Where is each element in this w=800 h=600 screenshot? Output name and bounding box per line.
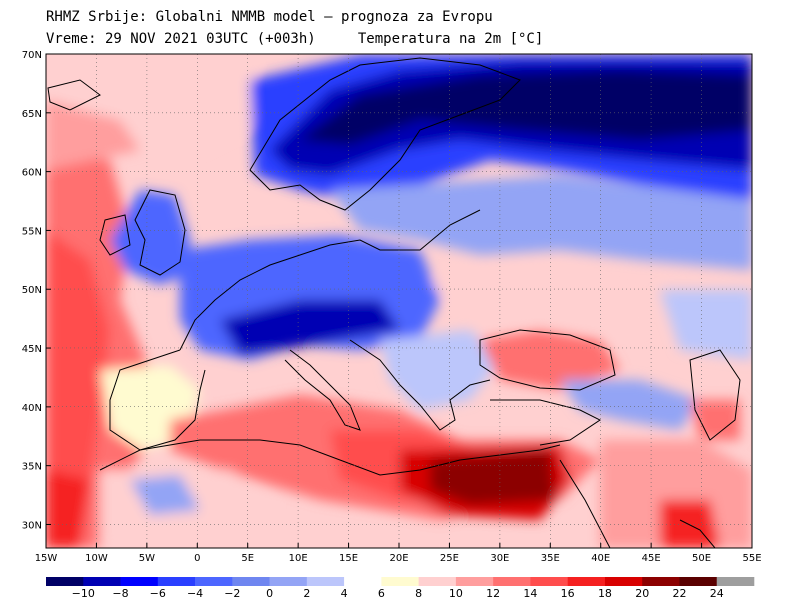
colorbar xyxy=(46,577,755,586)
lon-tick-label: 10W xyxy=(85,553,108,564)
lat-tick-label: 60N xyxy=(22,168,42,179)
lon-tick-label: 50E xyxy=(692,553,711,564)
graticule xyxy=(46,54,752,548)
colorbar-swatch xyxy=(381,577,419,586)
lon-tick-label: 40E xyxy=(591,553,610,564)
colorbar-label: 22 xyxy=(672,587,686,600)
colorbar-swatch xyxy=(157,577,196,586)
lat-tick-label: 30N xyxy=(22,520,42,531)
lat-tick-label: 65N xyxy=(22,109,42,120)
colorbar-swatch xyxy=(530,577,568,586)
colorbar-label: 14 xyxy=(523,587,537,600)
lon-tick-label: 30E xyxy=(490,553,509,564)
map-title-line-1: RHMZ Srbije: Globalni NMMB model — progn… xyxy=(46,9,493,25)
colorbar-swatch xyxy=(83,577,121,586)
lat-tick-label: 50N xyxy=(22,285,42,296)
colorbar-label: 0 xyxy=(266,587,273,600)
colorbar-label: −6 xyxy=(150,587,166,600)
lon-tick-label: 5W xyxy=(139,553,155,564)
colorbar-swatch xyxy=(418,577,457,586)
lon-tick-label: 55E xyxy=(742,553,761,564)
lon-tick-label: 25E xyxy=(440,553,459,564)
lon-tick-label: 35E xyxy=(541,553,560,564)
colorbar-label: 2 xyxy=(303,587,310,600)
colorbar-swatch xyxy=(306,577,345,586)
lat-tick-label: 45N xyxy=(22,344,42,355)
coastlines xyxy=(47,57,741,548)
colorbar-label: 4 xyxy=(341,587,348,600)
colorbar-swatch xyxy=(120,577,159,586)
lon-tick-label: 20E xyxy=(389,553,408,564)
temperature-field xyxy=(46,54,752,548)
colorbar-label: 10 xyxy=(449,587,463,600)
lon-tick-label: 5E xyxy=(241,553,254,564)
colorbar-swatch xyxy=(679,577,718,586)
colorbar-swatch xyxy=(455,577,494,586)
lon-tick-label: 15W xyxy=(35,553,58,564)
colorbar-swatch xyxy=(344,577,382,586)
lat-tick-label: 40N xyxy=(22,403,42,414)
colorbar-label: 24 xyxy=(710,587,724,600)
latitude-labels: 70N 65N 60N 55N 50N 45N 40N 35N 30N xyxy=(22,50,42,531)
lat-tick-label: 55N xyxy=(22,226,42,237)
colorbar-swatch xyxy=(493,577,531,586)
map-title-line-2: Vreme: 29 NOV 2021 03UTC (+003h) Tempera… xyxy=(46,31,544,47)
colorbar-label: 20 xyxy=(635,587,649,600)
colorbar-labels: −10 −8 −6 −4 −2 0 2 4 6 8 10 12 14 16 18 20 22 24 xyxy=(72,587,724,600)
colorbar-label: 18 xyxy=(598,587,612,600)
colorbar-swatch xyxy=(232,577,270,586)
colorbar-swatch xyxy=(716,577,755,586)
colorbar-label: 6 xyxy=(378,587,385,600)
lon-tick-label: 45E xyxy=(642,553,661,564)
lat-tick-label: 70N xyxy=(22,50,42,61)
colorbar-label: 12 xyxy=(486,587,500,600)
colorbar-swatch xyxy=(46,577,84,586)
lat-tick-label: 35N xyxy=(22,462,42,473)
colorbar-swatch xyxy=(567,577,606,586)
colorbar-swatch xyxy=(604,577,643,586)
lon-tick-label: 0 xyxy=(194,553,200,564)
lon-tick-label: 15E xyxy=(339,553,358,564)
colorbar-label: 8 xyxy=(415,587,422,600)
colorbar-swatch xyxy=(269,577,308,586)
colorbar-label: −10 xyxy=(72,587,95,600)
colorbar-label: −4 xyxy=(187,587,203,600)
lon-tick-label: 10E xyxy=(289,553,308,564)
tick-marks xyxy=(45,53,753,548)
colorbar-label: −2 xyxy=(224,587,240,600)
colorbar-label: −8 xyxy=(112,587,128,600)
colorbar-label: 16 xyxy=(561,587,575,600)
colorbar-swatch xyxy=(195,577,233,586)
longitude-labels: 15W 10W 5W 0 5E 10E 15E 20E 25E 30E 35E 40E 45E 50E 55… xyxy=(35,553,762,564)
colorbar-swatch xyxy=(642,577,680,586)
